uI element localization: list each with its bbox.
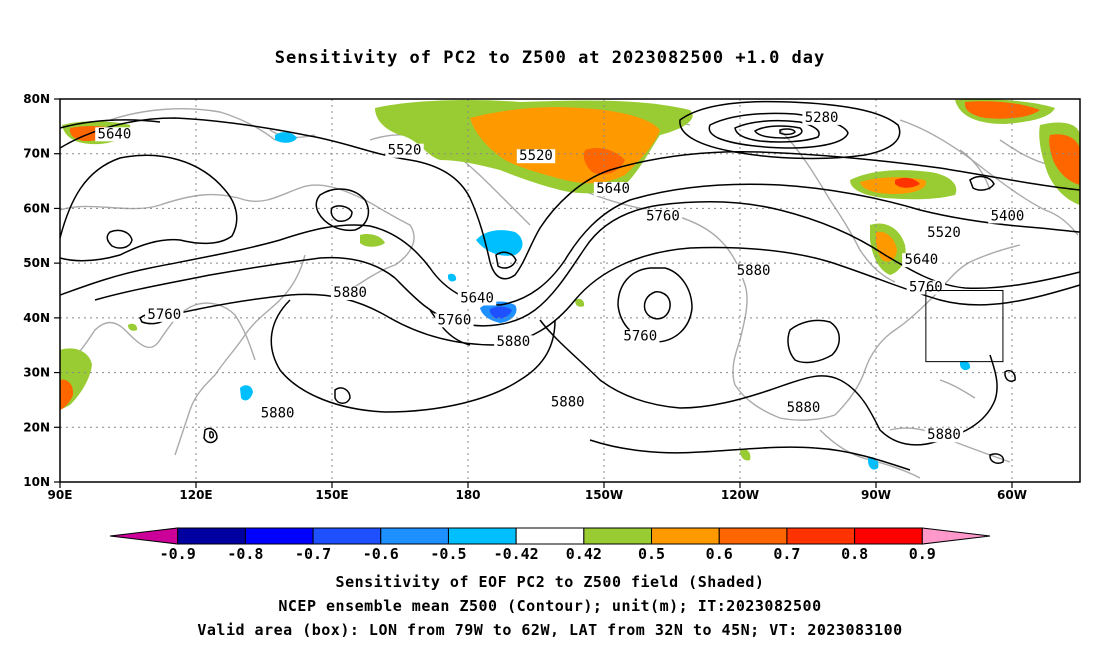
contour-label-bg — [435, 313, 474, 328]
y-tick-label: 70N — [23, 147, 50, 161]
contour-label-bg — [385, 143, 424, 158]
contour-label-bg — [145, 307, 184, 322]
contour-label-bg — [330, 285, 370, 300]
colorbar-label: 0.5 — [638, 545, 665, 563]
contour-label-bg — [516, 149, 556, 164]
contour-label: 5880 — [551, 394, 585, 410]
colorbar-label: 0.8 — [841, 545, 868, 563]
contour-label-bg — [258, 406, 297, 421]
contour-label: 5760 — [147, 307, 181, 323]
caption-line-1: Sensitivity of EOF PC2 to Z500 field (Sh… — [335, 573, 765, 591]
y-tick-label: 80N — [23, 92, 50, 106]
y-tick-label: 20N — [23, 420, 50, 434]
contour-label: 5640 — [460, 290, 494, 306]
colorbar-cell — [177, 527, 246, 545]
colorbar-cell — [244, 527, 314, 545]
caption-line-3: Valid area (box): LON from 79W to 62W, L… — [197, 621, 903, 639]
plot-title: Sensitivity of PC2 to Z500 at 2023082500… — [274, 48, 826, 68]
x-tick-label: 90E — [48, 488, 73, 502]
colorbar-cell — [854, 527, 923, 545]
colorbar-cell — [447, 527, 517, 545]
x-tick-label: 90W — [861, 488, 891, 502]
contour-label-bg — [784, 400, 823, 415]
colorbar-cell — [583, 527, 653, 545]
contour-label: 5520 — [927, 225, 961, 241]
colorbar-label: -0.7 — [295, 545, 331, 563]
valid-area-box — [925, 290, 1004, 363]
colorbar-label: -0.8 — [227, 545, 263, 563]
colorbar-label: -0.6 — [363, 545, 399, 563]
contour-label: 5760 — [646, 208, 680, 224]
map-gridlines — [60, 99, 1080, 482]
y-tick-label: 50N — [23, 256, 50, 270]
contour-label: 5640 — [98, 126, 132, 142]
contour-label: 5520 — [519, 148, 553, 164]
contour-label-bg — [643, 209, 683, 224]
x-tick-label: 120E — [179, 488, 212, 502]
contour-label-bg — [494, 335, 533, 350]
colorbar-cell — [718, 527, 788, 545]
colorbar-label: 0.9 — [909, 545, 936, 563]
colorbar-label: 0.42 — [566, 545, 602, 563]
contour-label: 5880 — [787, 400, 821, 416]
contour-label-bg — [95, 127, 134, 142]
colorbar-cell — [515, 527, 585, 545]
contour-label-bg — [924, 225, 964, 240]
x-tick-label: 150W — [585, 488, 623, 502]
caption-line-2: NCEP ensemble mean Z500 (Contour); unit(… — [278, 597, 822, 615]
y-tick-label: 10N — [23, 475, 50, 489]
contour-label-bg — [906, 280, 946, 295]
y-tick-label: 40N — [23, 311, 50, 325]
contour-label-bg — [902, 253, 941, 268]
contour-label: 5520 — [388, 143, 422, 159]
contour-label: 5880 — [496, 334, 530, 350]
colorbar-arrow-right — [921, 527, 991, 545]
colorbar-cell — [651, 527, 720, 545]
contour-label: 5880 — [737, 263, 771, 279]
colorbar-cell — [380, 527, 449, 545]
contour-label-bg — [457, 291, 497, 306]
sensitivity-shading — [60, 99, 1080, 470]
colorbar-cell — [312, 527, 382, 545]
contour-label: 5880 — [261, 405, 295, 421]
x-tick-label: 60W — [997, 488, 1027, 502]
colorbar-label: -0.9 — [160, 545, 196, 563]
x-tick-label: 150E — [315, 488, 348, 502]
contour-label-bg — [548, 395, 587, 410]
contour-label: 5640 — [904, 252, 938, 268]
contour-label: 5760 — [623, 329, 657, 345]
map-frame — [59, 98, 1081, 483]
contour-label-bg — [593, 182, 633, 197]
contour-labels: 5280 5640 5520 5520 5640 5760 5400 5520 5640 5760… — [95, 110, 1027, 443]
colorbar: -0.9 -0.8 -0.7 -0.6 -0.5 -0.42 0.42 0.5 0.6 0.7 0.… — [109, 527, 991, 563]
x-tick-label: 180 — [455, 488, 480, 502]
contour-label: 5280 — [805, 110, 839, 126]
contour-label-bg — [734, 264, 773, 279]
contour-label: 5880 — [333, 285, 367, 301]
colorbar-label: 0.7 — [773, 545, 800, 563]
contour-label-bg — [924, 428, 964, 443]
colorbar-cell — [786, 527, 856, 545]
contour-label: 5760 — [438, 312, 472, 328]
colorbar-label: 0.6 — [706, 545, 733, 563]
contour-label-bg — [802, 110, 841, 125]
contour-label: 5880 — [927, 427, 961, 443]
contour-label-bg — [988, 209, 1027, 224]
contour-label: 5760 — [909, 280, 943, 296]
contour-label: 5640 — [596, 181, 630, 197]
colorbar-label: -0.42 — [494, 545, 539, 563]
y-tick-label: 30N — [23, 366, 50, 380]
y-tick-label: 60N — [23, 201, 50, 215]
x-tick-label: 120W — [721, 488, 759, 502]
colorbar-label: -0.5 — [430, 545, 466, 563]
contour-label: 5400 — [991, 208, 1025, 224]
contour-label-bg — [621, 329, 660, 344]
colorbar-arrow-left — [109, 527, 179, 545]
